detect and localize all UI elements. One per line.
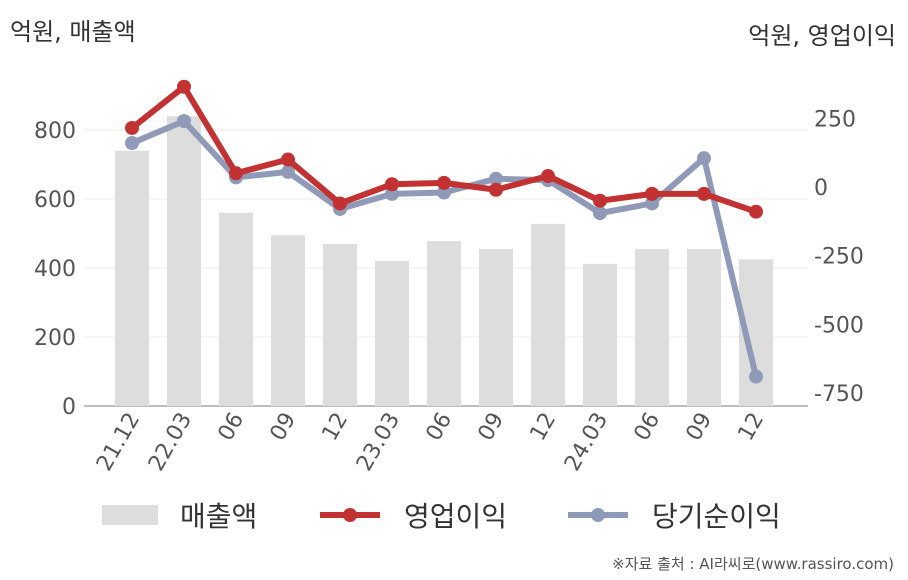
x-tick-label: 21.12	[92, 409, 145, 476]
x-tick-label: 12	[526, 409, 562, 446]
sales-bar	[635, 249, 669, 406]
sales-bar	[271, 235, 305, 406]
net-income-point	[645, 196, 659, 211]
operating-profit-point	[437, 175, 451, 190]
operating-profit-point	[177, 79, 191, 94]
sales-bar	[323, 243, 357, 406]
net-income-point	[281, 164, 295, 179]
net-income-point	[593, 206, 607, 221]
combo-chart: 0 200 400 600 800 250 0 -250 -500 -750 21.1222.0…	[34, 79, 864, 476]
x-tick-label: 06	[214, 409, 250, 446]
net-income-point	[385, 186, 399, 201]
sales-bar	[583, 263, 617, 406]
x-tick-label: 06	[422, 409, 458, 446]
sales-bar	[167, 116, 201, 406]
x-tick-label: 12	[318, 409, 354, 446]
profit-lines	[125, 79, 763, 384]
net-income-point	[489, 171, 503, 186]
right-axis-unit: 억원, 영업이익	[748, 22, 896, 50]
left-tick-label: 200	[34, 326, 76, 351]
legend-label-net-income: 당기순이익	[652, 500, 781, 533]
legend-line-swatch	[320, 508, 380, 522]
x-tick-label: 09	[474, 409, 510, 446]
net-income-point	[437, 185, 451, 200]
operating-profit-point	[749, 204, 763, 219]
x-tick-label: 22.03	[144, 409, 197, 476]
right-tick-label: -250	[814, 245, 864, 270]
x-tick-label: 23.03	[352, 409, 405, 476]
legend-label-sales: 매출액	[180, 500, 258, 533]
left-tick-label: 800	[34, 119, 76, 144]
operating-profit-point	[229, 166, 243, 181]
sales-bar	[427, 241, 461, 406]
net-income-point	[125, 136, 139, 151]
sales-bar	[479, 249, 513, 406]
legend-bar-swatch	[102, 505, 158, 525]
legend: 매출액 영업이익 당기순이익	[0, 490, 908, 540]
sales-bars	[115, 116, 773, 406]
left-tick-label: 400	[34, 257, 76, 282]
operating-profit-point	[593, 193, 607, 208]
right-tick-label: -750	[814, 382, 864, 407]
x-tick-label: 24.03	[560, 409, 613, 476]
x-tick-label: 06	[630, 409, 666, 446]
operating-profit-point	[333, 196, 347, 211]
operating-profit-point	[645, 186, 659, 201]
operating-profit-point	[385, 177, 399, 192]
legend-label-operating-profit: 영업이익	[404, 500, 508, 533]
sales-bar	[687, 249, 721, 406]
operating-profit-point	[125, 120, 139, 135]
right-tick-label: 250	[814, 107, 856, 132]
sales-bar	[115, 150, 149, 406]
source-credit: ※자료 출처 : AI라씨로(www.rassiro.com)	[612, 555, 894, 573]
legend-item-sales: 매출액	[102, 490, 257, 540]
sales-bar	[219, 212, 253, 406]
right-tick-label: -500	[814, 313, 864, 338]
operating-profit-point	[281, 152, 295, 167]
right-axis-ticks: 250 0 -250 -500 -750	[814, 107, 864, 407]
net-income-point	[177, 114, 191, 129]
left-axis-ticks: 0 200 400 600 800	[34, 119, 76, 420]
net-income-point	[697, 151, 711, 166]
sales-bar	[375, 261, 409, 406]
legend-item-operating-profit: 영업이익	[318, 490, 507, 540]
x-tick-label: 09	[266, 409, 302, 446]
legend-line-swatch	[568, 508, 628, 522]
operating-profit-point	[489, 182, 503, 197]
legend-item-net-income: 당기순이익	[566, 490, 781, 540]
net-income-point	[749, 369, 763, 384]
left-axis-unit: 억원, 매출액	[10, 18, 136, 46]
left-tick-label: 600	[34, 188, 76, 213]
x-tick-label: 09	[682, 409, 718, 446]
x-tick-label: 12	[734, 409, 770, 446]
sales-bar	[531, 223, 565, 406]
left-tick-label: 0	[62, 395, 76, 420]
operating-profit-point	[541, 169, 555, 184]
operating-profit-point	[697, 186, 711, 201]
right-tick-label: 0	[814, 176, 828, 201]
